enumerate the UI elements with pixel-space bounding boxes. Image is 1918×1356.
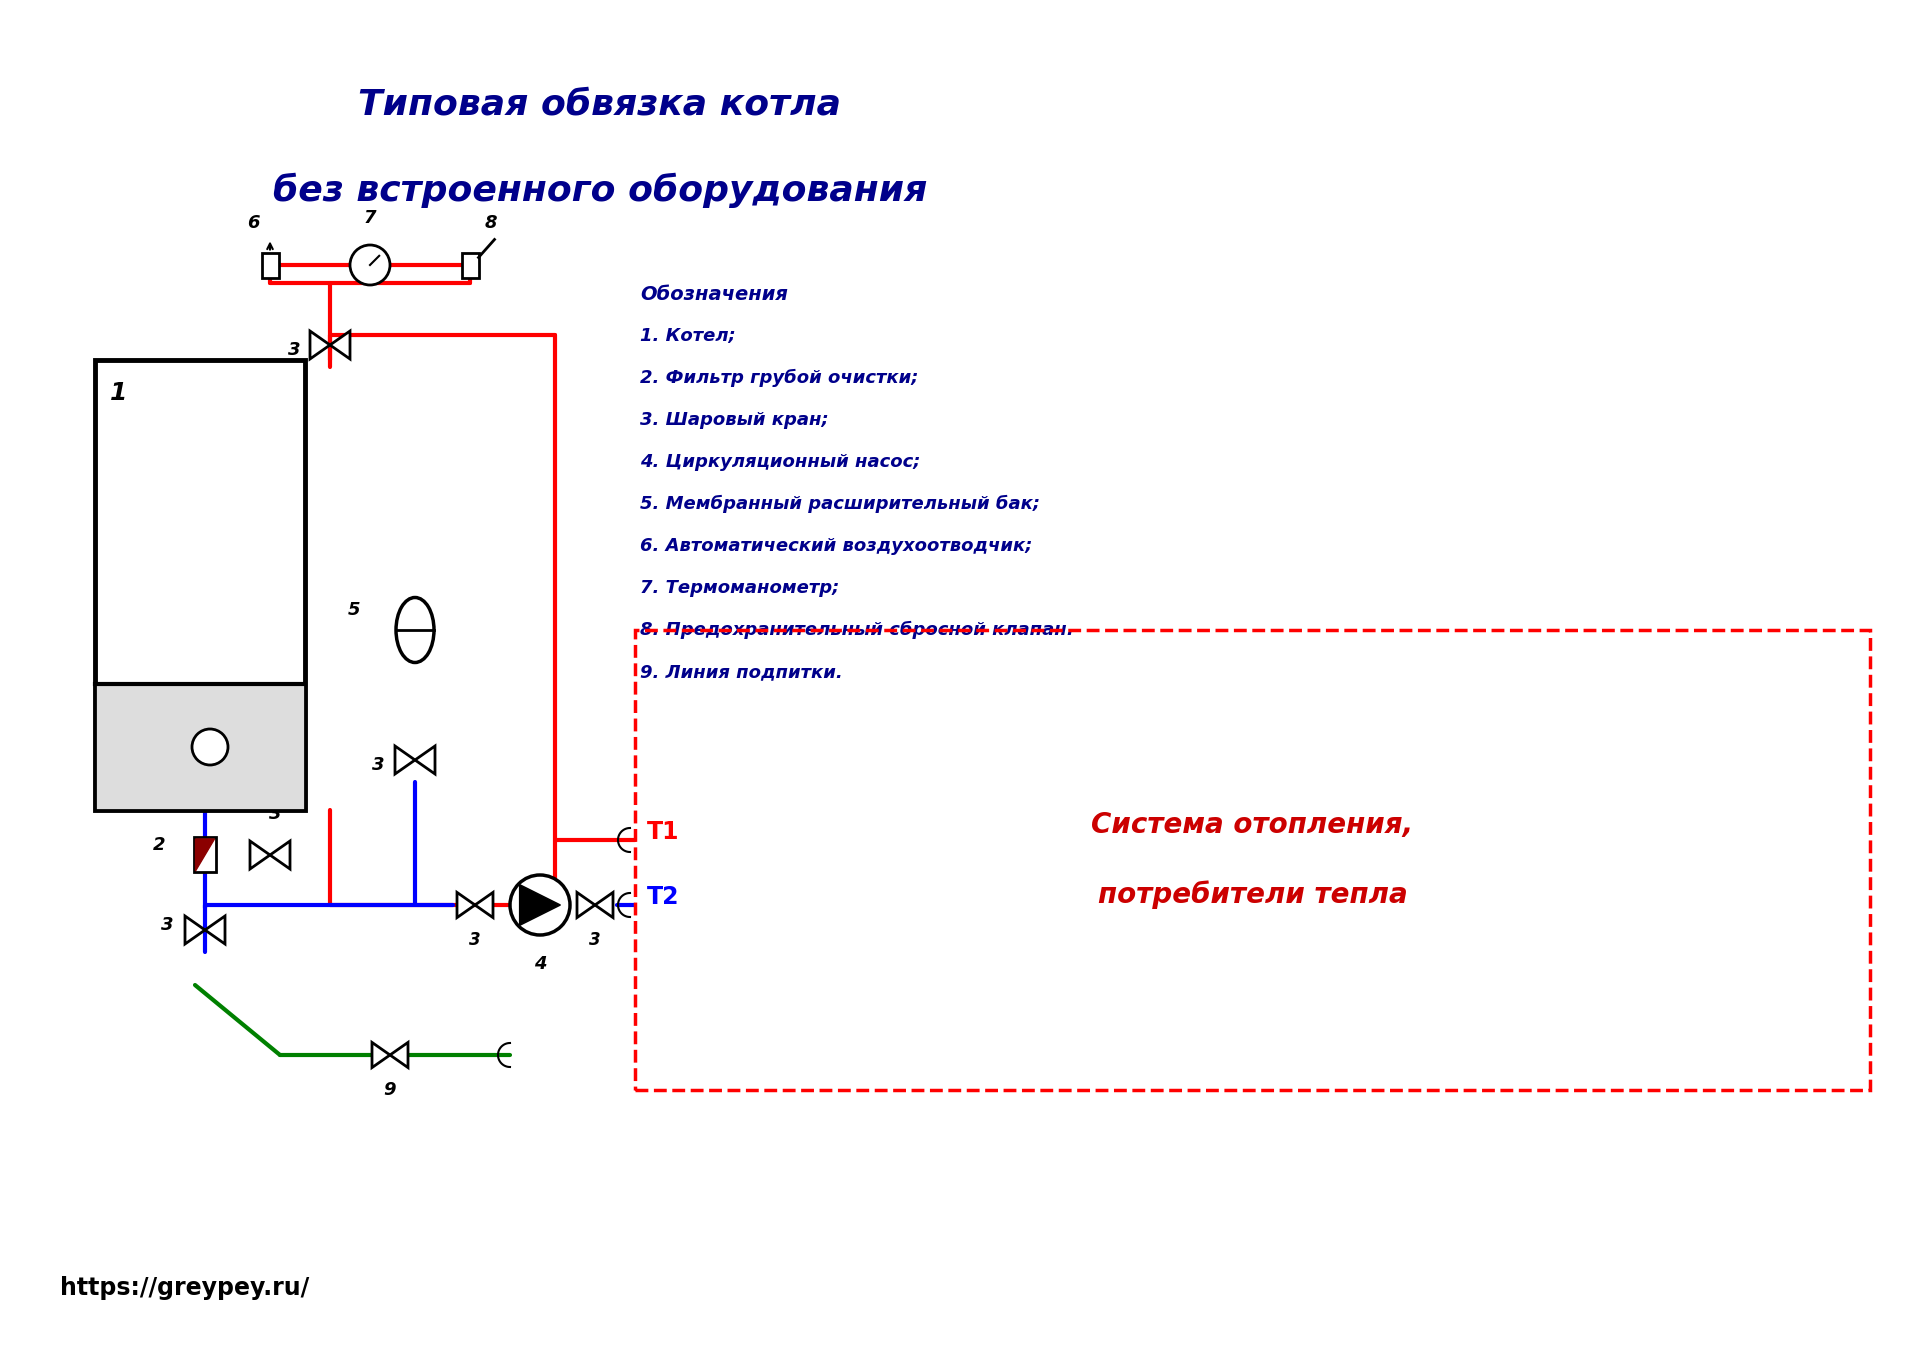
Polygon shape: [476, 892, 493, 918]
Bar: [96, 683, 305, 810]
Text: 5. Мембранный расширительный бак;: 5. Мембранный расширительный бак;: [641, 495, 1040, 513]
Text: 2. Фильтр грубой очистки;: 2. Фильтр грубой очистки;: [641, 369, 919, 388]
Text: 3: 3: [269, 805, 282, 823]
Text: 6. Автоматический воздухоотводчик;: 6. Автоматический воздухоотводчик;: [641, 537, 1032, 555]
Text: без встроенного оборудования: без встроенного оборудования: [272, 172, 926, 207]
Text: 9. Линия подпитки.: 9. Линия подпитки.: [641, 663, 842, 681]
Text: T2: T2: [646, 885, 679, 909]
Polygon shape: [270, 841, 290, 869]
Bar: [194, 838, 217, 872]
Polygon shape: [372, 1043, 389, 1067]
Ellipse shape: [395, 598, 433, 663]
Bar: [96, 359, 305, 810]
Text: 7: 7: [364, 209, 376, 226]
Polygon shape: [196, 839, 215, 871]
Text: 3: 3: [161, 917, 173, 934]
Polygon shape: [414, 746, 435, 774]
Polygon shape: [389, 1043, 409, 1067]
Text: 7. Термоманометр;: 7. Термоманометр;: [641, 579, 840, 597]
Polygon shape: [330, 331, 349, 359]
Polygon shape: [311, 331, 330, 359]
Text: 3: 3: [470, 932, 481, 949]
Text: Обозначения: Обозначения: [641, 285, 788, 304]
Polygon shape: [205, 917, 224, 944]
Text: 3: 3: [589, 932, 600, 949]
Text: 3: 3: [372, 757, 386, 774]
Text: 6: 6: [247, 214, 261, 232]
Polygon shape: [577, 892, 595, 918]
Text: Система отопления,: Система отопления,: [1091, 811, 1414, 839]
Text: 3: 3: [288, 340, 299, 359]
Text: 4. Циркуляционный насос;: 4. Циркуляционный насос;: [641, 453, 921, 471]
Text: 3. Шаровый кран;: 3. Шаровый кран;: [641, 411, 829, 428]
Text: 2: 2: [153, 837, 165, 854]
Text: https://greypey.ru/: https://greypey.ru/: [59, 1276, 309, 1300]
Text: 8. Предохранительный сбросной клапан.: 8. Предохранительный сбросной клапан.: [641, 621, 1074, 639]
Text: потребители тепла: потребители тепла: [1097, 880, 1408, 910]
Text: T1: T1: [646, 820, 679, 843]
Bar: [462, 252, 478, 278]
Polygon shape: [595, 892, 614, 918]
Circle shape: [510, 875, 570, 936]
Polygon shape: [395, 746, 414, 774]
Text: 9: 9: [384, 1081, 397, 1098]
Circle shape: [192, 730, 228, 765]
Text: 1: 1: [109, 381, 127, 405]
Bar: [261, 252, 278, 278]
Text: 1. Котел;: 1. Котел;: [641, 327, 737, 344]
Polygon shape: [184, 917, 205, 944]
Polygon shape: [249, 841, 270, 869]
Bar: [635, 631, 1870, 1090]
Text: 5: 5: [347, 601, 361, 618]
Polygon shape: [520, 884, 560, 925]
Circle shape: [349, 245, 389, 285]
Polygon shape: [456, 892, 476, 918]
Text: 8: 8: [485, 214, 497, 232]
Text: Типовая обвязка котла: Типовая обвязка котла: [359, 88, 842, 122]
Text: 4: 4: [533, 955, 547, 974]
